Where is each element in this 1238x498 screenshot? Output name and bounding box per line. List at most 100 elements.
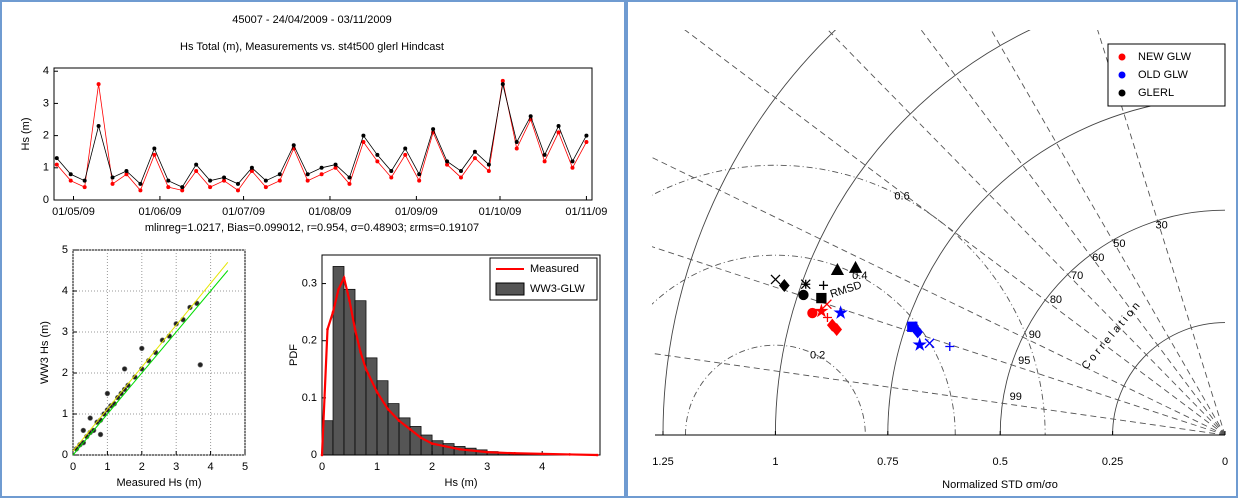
data-point	[389, 169, 394, 174]
x-tick-label: 01/07/09	[222, 206, 265, 218]
correlation-label: 90	[1029, 329, 1041, 341]
pdf-point	[568, 453, 572, 456]
rmsd-arc	[685, 344, 866, 435]
data-point	[514, 140, 519, 145]
pdf-point	[419, 436, 423, 440]
data-point	[277, 172, 282, 177]
std-arc	[1112, 322, 1226, 435]
pdf-point	[540, 452, 544, 456]
data-point	[403, 146, 408, 151]
y-tick-label: 3	[62, 326, 68, 338]
y-tick-label: 0.1	[302, 392, 317, 404]
std-arc	[662, 30, 837, 435]
data-point	[347, 181, 352, 186]
data-point	[403, 152, 408, 157]
correlation-label: 99	[1010, 391, 1022, 403]
pdf-point	[342, 276, 346, 280]
x-tick-label: 0.75	[877, 456, 898, 468]
taylor-point	[830, 263, 845, 276]
data-point	[118, 390, 124, 397]
y-tick-label: 1	[43, 162, 49, 174]
data-point	[104, 390, 111, 397]
taylor-point	[807, 307, 818, 319]
taylor-point	[848, 260, 863, 273]
data-point	[458, 175, 463, 180]
rmsd-label: 0.4	[852, 270, 867, 282]
data-point	[389, 175, 394, 180]
correlation-label: 30	[1155, 219, 1167, 231]
y-tick-label: 0.2	[302, 335, 317, 347]
data-point	[570, 159, 575, 164]
x-tick-label: 0.25	[1102, 456, 1123, 468]
x-tick-label: 1.25	[652, 456, 673, 468]
x-tick-label: 01/06/09	[139, 206, 182, 218]
data-point	[124, 172, 129, 177]
data-point	[222, 175, 227, 180]
data-point	[110, 181, 115, 186]
data-point	[180, 188, 185, 193]
data-point	[194, 162, 199, 167]
data-point	[458, 169, 463, 174]
pdf-point	[331, 310, 335, 314]
legend-swatch	[495, 282, 525, 296]
data-point	[235, 181, 240, 186]
data-point	[96, 123, 101, 128]
data-point	[197, 362, 203, 368]
data-point	[121, 366, 128, 372]
data-point	[542, 152, 547, 157]
x-axis-label: Normalized STD σm/σo	[942, 479, 1058, 491]
y-tick-label: 0	[62, 449, 68, 461]
pdf-point	[595, 453, 599, 457]
x-tick-label: 2	[429, 461, 435, 473]
rmsd-label: 0.2	[810, 350, 825, 362]
data-point	[333, 165, 338, 170]
x-tick-label: 2	[139, 461, 145, 473]
y-tick-label: 3	[43, 97, 49, 109]
pdf-point	[375, 390, 379, 394]
data-point	[208, 185, 213, 190]
x-tick-label: 0	[319, 461, 325, 473]
data-point	[166, 178, 171, 183]
data-point	[166, 185, 171, 190]
legend-swatch	[1118, 89, 1126, 97]
data-point	[97, 431, 104, 438]
correlation-label: 70	[1071, 270, 1083, 282]
plot-frame	[53, 67, 593, 201]
correlation-label: 80	[1050, 294, 1062, 306]
data-point	[263, 185, 268, 190]
plot-frame	[321, 254, 601, 456]
fit-line	[72, 261, 229, 452]
chart-subtitle: Hs Total (m), Measurements vs. st4t500 g…	[180, 41, 444, 53]
legend-label: WW3-GLW	[530, 283, 585, 295]
data-point	[110, 175, 115, 180]
data-point	[138, 188, 143, 193]
data-point	[500, 78, 505, 83]
pdf-point	[359, 350, 362, 354]
legend-swatch	[1118, 71, 1126, 79]
histogram-bar	[398, 417, 411, 456]
data-point	[222, 178, 227, 183]
x-tick-label: 5	[242, 461, 248, 473]
data-point	[87, 415, 93, 421]
data-point	[263, 178, 268, 183]
data-point	[115, 394, 121, 401]
data-point	[180, 185, 185, 190]
x-tick-label: 1	[104, 461, 110, 473]
data-point	[347, 175, 352, 180]
data-point	[249, 169, 254, 174]
data-point	[54, 156, 59, 161]
x-tick-label: 3	[484, 461, 490, 473]
x-axis-label: Measured Hs (m)	[117, 477, 202, 489]
pdf-point	[337, 287, 340, 291]
pdf-point	[485, 450, 489, 454]
data-point	[542, 159, 547, 164]
data-point	[556, 123, 561, 128]
x-axis-label: Hs (m)	[445, 477, 478, 489]
x-tick-label: 3	[173, 461, 179, 473]
data-point	[80, 427, 87, 434]
pdf-point	[458, 447, 461, 451]
fit-line	[72, 270, 229, 456]
taylor-point	[800, 279, 811, 290]
y-axis-label: Hs (m)	[20, 118, 32, 151]
